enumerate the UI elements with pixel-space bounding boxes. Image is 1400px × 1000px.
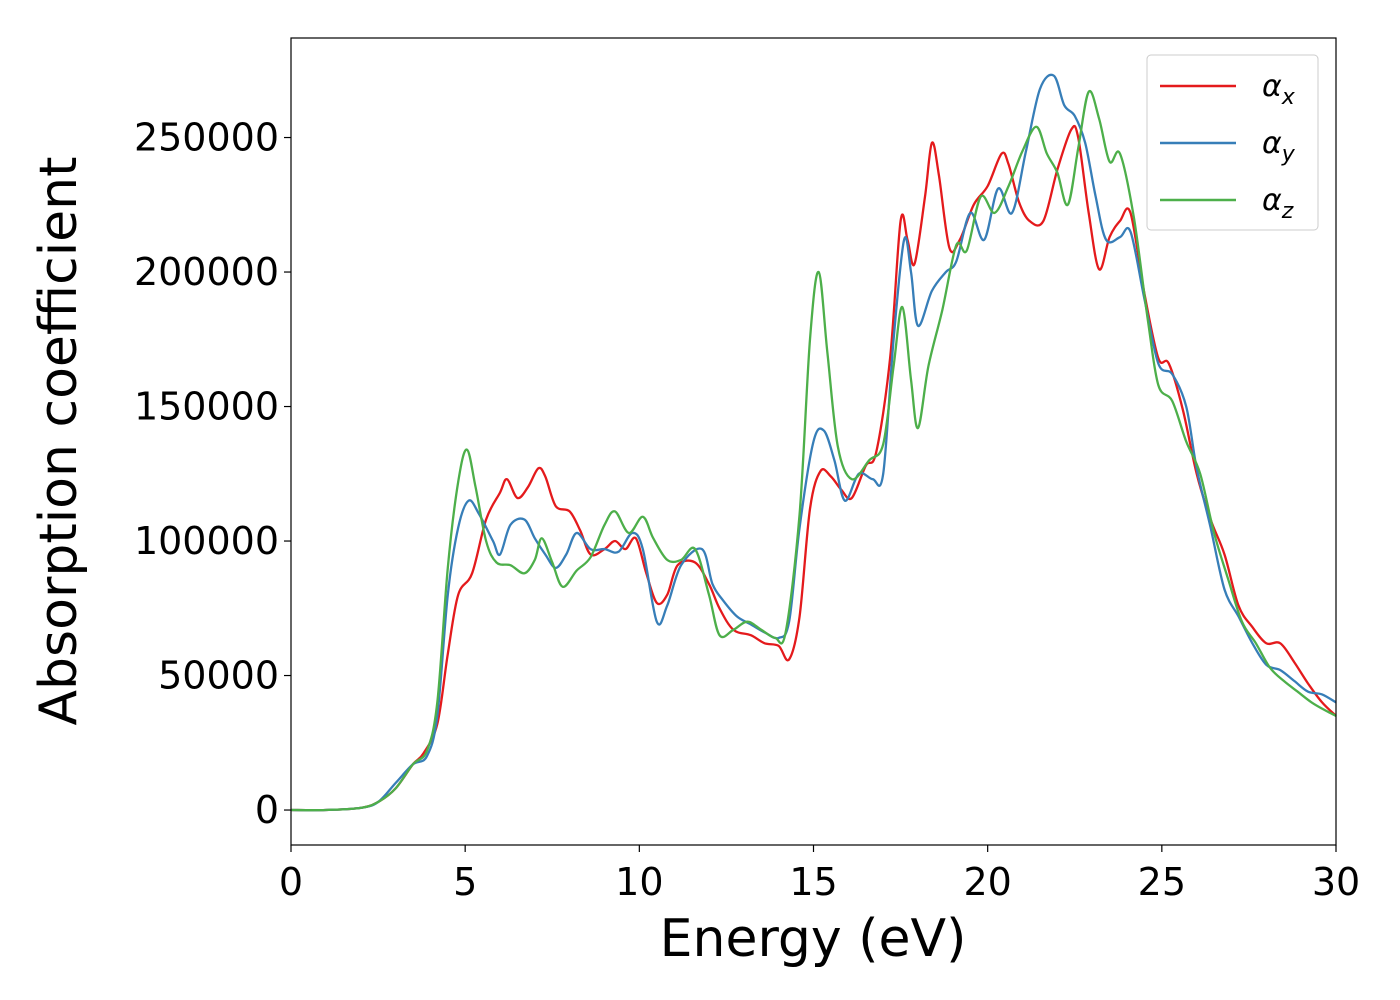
x-tick-label: 15 [789, 860, 837, 904]
y-axis: 0 50000 100000 150000 200000 250000 [134, 116, 291, 832]
y-tick-label: 0 [255, 788, 279, 832]
y-tick-label: 100000 [134, 519, 279, 563]
legend-label-x: αx [1262, 69, 1296, 110]
x-tick-label: 0 [279, 860, 303, 904]
y-tick-label: 150000 [134, 385, 279, 429]
y-tick-label: 200000 [134, 250, 279, 294]
x-axis-title: Energy (eV) [660, 909, 967, 969]
legend-label-y: αy [1262, 126, 1296, 167]
y-tick-label: 250000 [134, 116, 279, 160]
series-line-z [290, 89, 1337, 812]
x-tick-label: 25 [1138, 860, 1186, 904]
x-tick-label: 5 [453, 860, 477, 904]
x-tick-label: 20 [963, 860, 1011, 904]
legend-label-z: αz [1262, 183, 1294, 224]
x-tick-label: 30 [1312, 860, 1360, 904]
legend: αx αy αz [1146, 54, 1319, 231]
x-tick-label: 10 [615, 860, 663, 904]
series-layer [290, 73, 1337, 812]
y-axis-title: Absorption coefficient [29, 156, 89, 725]
x-axis: 0 5 10 15 20 25 30 [279, 845, 1360, 904]
y-tick-label: 50000 [158, 654, 279, 698]
